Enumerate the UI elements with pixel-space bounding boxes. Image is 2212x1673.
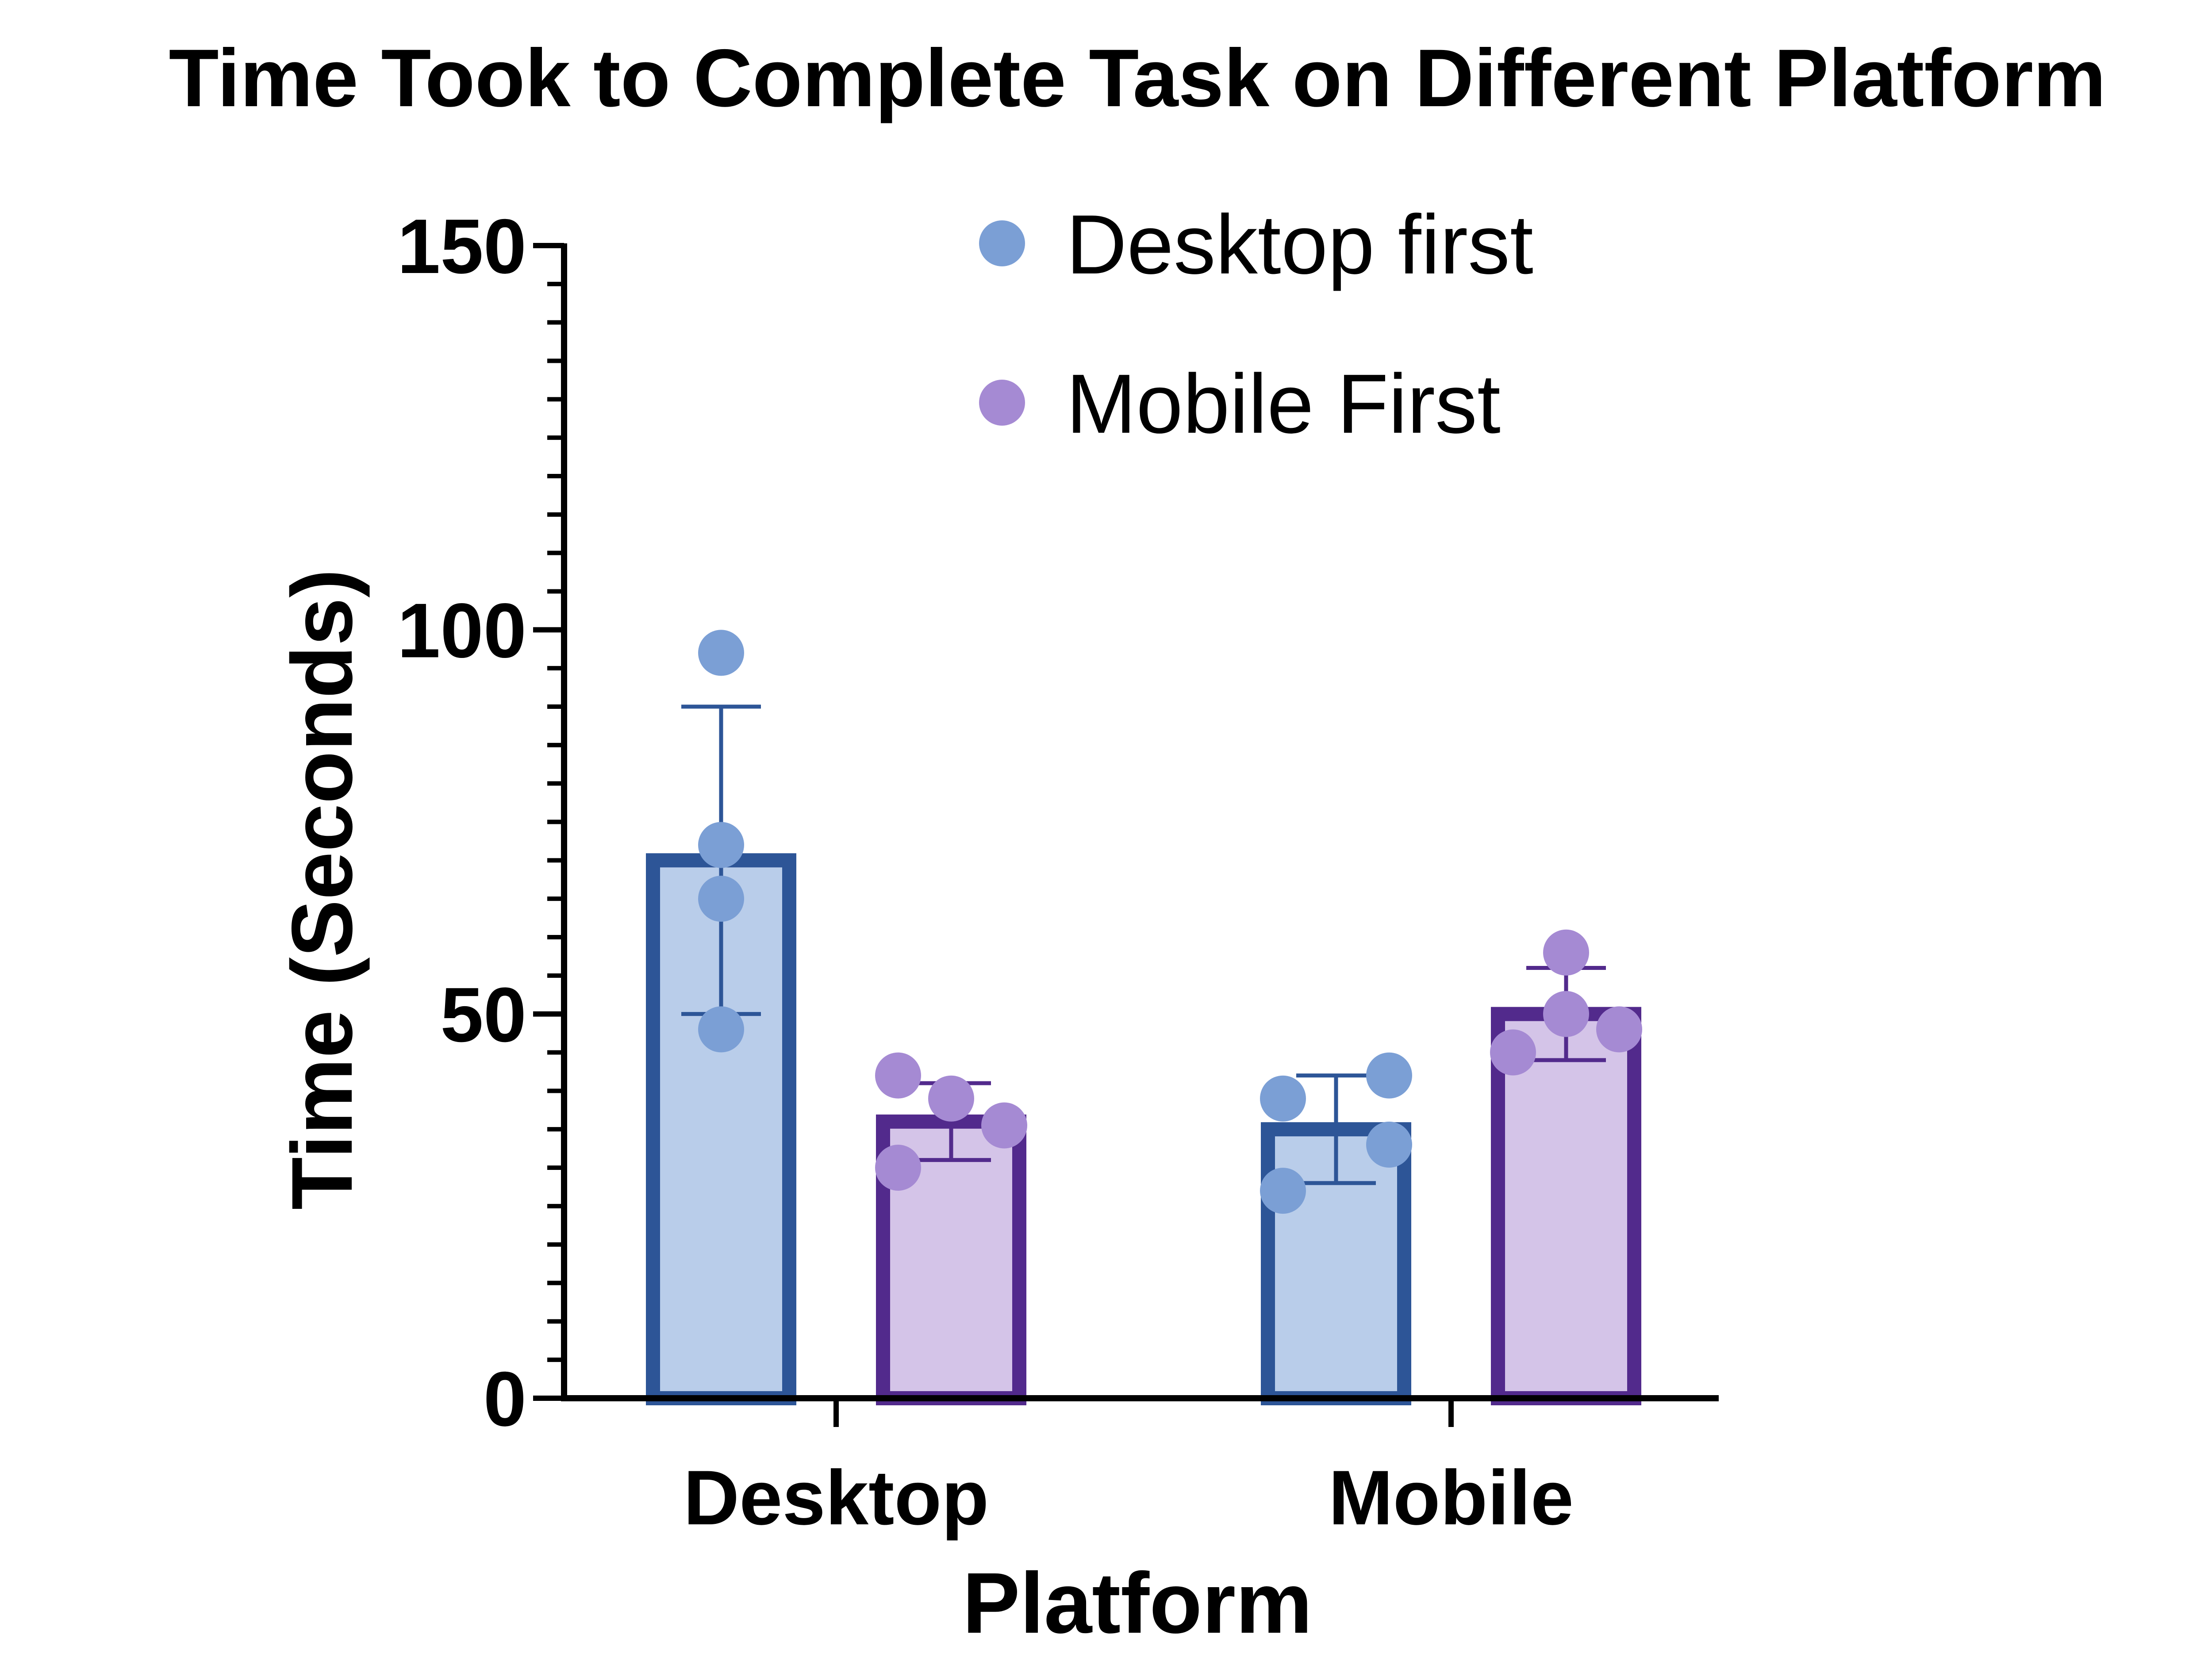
y-tick-label: 50 [440, 972, 526, 1058]
data-point-mobile-first-mobile [1543, 929, 1589, 976]
x-tick-label-mobile: Mobile [1329, 1455, 1574, 1541]
data-point-desktop-first-mobile [1260, 1075, 1306, 1122]
legend-item-mobile-first: Mobile First [979, 357, 1501, 451]
x-axis-label: Platform [963, 1555, 1313, 1651]
data-point-mobile-first-mobile [1490, 1029, 1536, 1076]
plot-area: 0 50 100 150 Desktop Mobile [397, 204, 1719, 1541]
chart-title: Time Took to Complete Task on Different … [169, 33, 2106, 124]
legend-marker [979, 220, 1025, 266]
data-point-desktop-first-desktop [698, 1006, 744, 1053]
data-point-mobile-first-desktop [981, 1102, 1027, 1149]
data-point-mobile-first-desktop [875, 1052, 921, 1099]
y-axis-label: Time (Seconds) [274, 569, 370, 1210]
data-point-desktop-first-mobile [1366, 1121, 1412, 1168]
legend-label: Desktop first [1066, 198, 1533, 292]
y-tick-label: 0 [484, 1356, 526, 1442]
data-point-mobile-first-mobile [1596, 1006, 1642, 1053]
x-tick-label-desktop: Desktop [684, 1455, 989, 1541]
error-bar-desktop-first-mobile [1296, 1073, 1376, 1185]
data-point-desktop-first-desktop [698, 876, 744, 922]
data-point-desktop-first-desktop [698, 630, 744, 676]
legend-label: Mobile First [1066, 357, 1501, 451]
legend-marker [979, 380, 1025, 426]
data-point-desktop-first-mobile [1260, 1168, 1306, 1214]
legend-item-desktop-first: Desktop first [979, 198, 1533, 292]
data-point-mobile-first-desktop [928, 1075, 974, 1122]
data-point-desktop-first-desktop [698, 822, 744, 868]
data-point-desktop-first-mobile [1366, 1052, 1412, 1099]
data-point-mobile-first-mobile [1543, 991, 1589, 1037]
y-tick-label: 100 [397, 588, 526, 674]
legend: Desktop first Mobile First [979, 198, 1533, 451]
data-point-mobile-first-desktop [875, 1145, 921, 1191]
y-tick-label: 150 [397, 204, 526, 290]
